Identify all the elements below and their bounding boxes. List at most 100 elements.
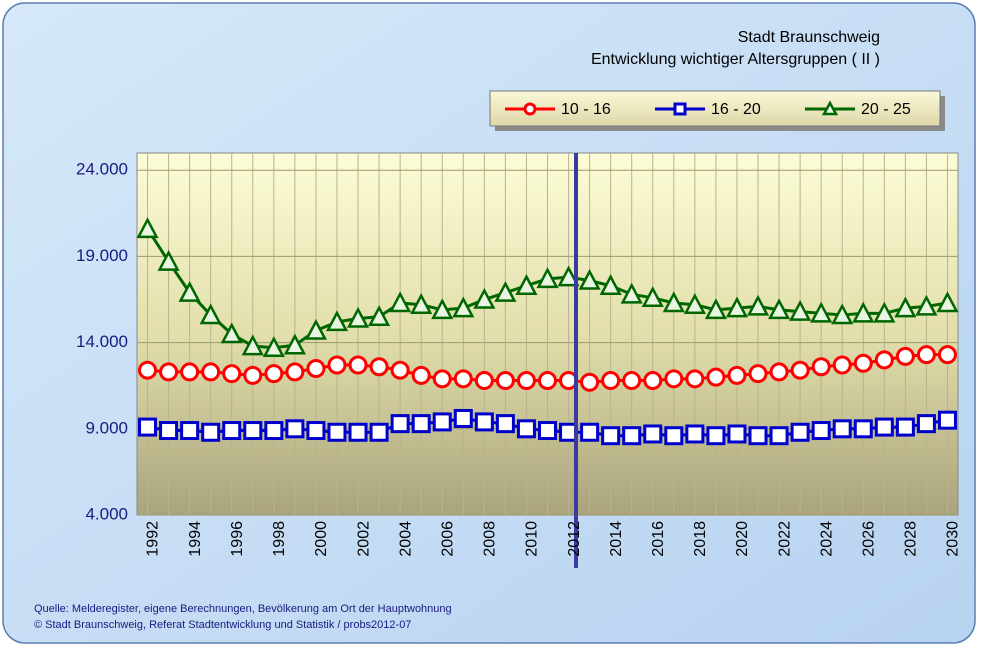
legend-marker bbox=[673, 102, 687, 116]
marker bbox=[243, 365, 263, 385]
y-tick-label: 9.000 bbox=[85, 418, 128, 437]
x-tick-label: 1992 bbox=[145, 521, 162, 557]
marker bbox=[243, 421, 263, 441]
x-tick-label: 2014 bbox=[608, 521, 625, 557]
marker bbox=[474, 371, 494, 391]
marker bbox=[262, 336, 285, 358]
marker bbox=[852, 301, 875, 323]
marker bbox=[937, 410, 957, 430]
y-tick-label: 24.000 bbox=[76, 160, 128, 179]
marker bbox=[748, 364, 768, 384]
marker bbox=[832, 419, 852, 439]
marker bbox=[538, 421, 557, 441]
marker bbox=[790, 422, 810, 442]
marker bbox=[159, 362, 179, 382]
marker bbox=[178, 280, 201, 302]
marker bbox=[199, 303, 222, 325]
marker bbox=[643, 371, 663, 391]
marker bbox=[453, 369, 473, 389]
marker bbox=[306, 358, 326, 378]
marker bbox=[159, 421, 179, 441]
marker bbox=[346, 306, 370, 328]
marker bbox=[452, 296, 475, 318]
marker bbox=[516, 371, 536, 391]
legend-label: 16 - 20 bbox=[711, 101, 761, 118]
x-tick-label: 2030 bbox=[945, 521, 962, 557]
x-tick-label: 2006 bbox=[439, 521, 456, 557]
marker bbox=[790, 360, 810, 380]
marker bbox=[810, 301, 833, 323]
marker bbox=[285, 419, 305, 439]
marker bbox=[431, 298, 454, 320]
source-line: Quelle: Melderegister, eigene Berechnung… bbox=[34, 603, 452, 615]
marker bbox=[390, 360, 410, 380]
marker bbox=[746, 294, 770, 316]
marker bbox=[874, 417, 894, 437]
marker bbox=[369, 357, 389, 377]
plot-content bbox=[136, 153, 959, 516]
marker bbox=[832, 355, 852, 375]
marker bbox=[201, 422, 221, 442]
marker bbox=[222, 364, 242, 384]
marker bbox=[620, 282, 643, 304]
marker bbox=[411, 414, 431, 434]
marker bbox=[580, 372, 600, 392]
marker bbox=[725, 296, 749, 318]
marker bbox=[306, 421, 326, 441]
marker bbox=[831, 303, 854, 325]
marker bbox=[494, 280, 517, 302]
legend-label: 20 - 25 bbox=[861, 101, 911, 118]
marker bbox=[895, 417, 915, 437]
marker bbox=[325, 310, 349, 332]
legend-marker bbox=[821, 100, 839, 116]
marker bbox=[348, 422, 368, 442]
legend-box bbox=[489, 90, 941, 127]
marker bbox=[894, 296, 917, 318]
chart-title: Stadt Braunschweig bbox=[738, 29, 880, 46]
marker bbox=[916, 345, 936, 365]
marker bbox=[220, 322, 243, 344]
marker bbox=[495, 414, 515, 434]
marker bbox=[769, 362, 789, 382]
marker bbox=[327, 422, 347, 442]
marker bbox=[515, 274, 538, 295]
marker bbox=[727, 365, 747, 385]
y-tick-label: 4.000 bbox=[85, 504, 128, 523]
marker bbox=[769, 426, 789, 446]
marker bbox=[264, 421, 284, 441]
marker bbox=[241, 334, 264, 356]
marker bbox=[748, 426, 768, 446]
marker bbox=[222, 421, 242, 441]
marker bbox=[348, 355, 368, 375]
y-tick-label: 19.000 bbox=[76, 246, 128, 265]
marker bbox=[937, 345, 957, 365]
marker bbox=[138, 360, 158, 380]
x-tick-label: 2008 bbox=[482, 521, 499, 557]
marker bbox=[538, 371, 557, 391]
marker bbox=[853, 353, 873, 373]
source-line: © Stadt Braunschweig, Referat Stadtentwi… bbox=[34, 619, 411, 631]
marker bbox=[557, 265, 580, 287]
x-tick-label: 1996 bbox=[229, 521, 246, 557]
marker bbox=[601, 371, 621, 391]
legend-label: 10 - 16 bbox=[561, 101, 611, 118]
marker bbox=[285, 362, 305, 382]
x-tick-label: 2012 bbox=[566, 521, 583, 557]
marker bbox=[916, 414, 936, 434]
marker bbox=[580, 422, 600, 442]
marker bbox=[180, 362, 200, 382]
marker bbox=[432, 369, 452, 389]
marker bbox=[601, 426, 621, 446]
marker bbox=[138, 417, 158, 437]
marker bbox=[936, 291, 959, 313]
marker bbox=[874, 350, 894, 370]
x-tick-label: 1998 bbox=[271, 521, 288, 557]
x-tick-label: 1994 bbox=[187, 521, 204, 557]
marker bbox=[915, 294, 938, 316]
marker bbox=[389, 291, 412, 313]
marker bbox=[664, 426, 684, 446]
x-tick-label: 2028 bbox=[903, 521, 920, 557]
x-tick-label: 2018 bbox=[692, 521, 709, 557]
marker bbox=[180, 421, 200, 441]
